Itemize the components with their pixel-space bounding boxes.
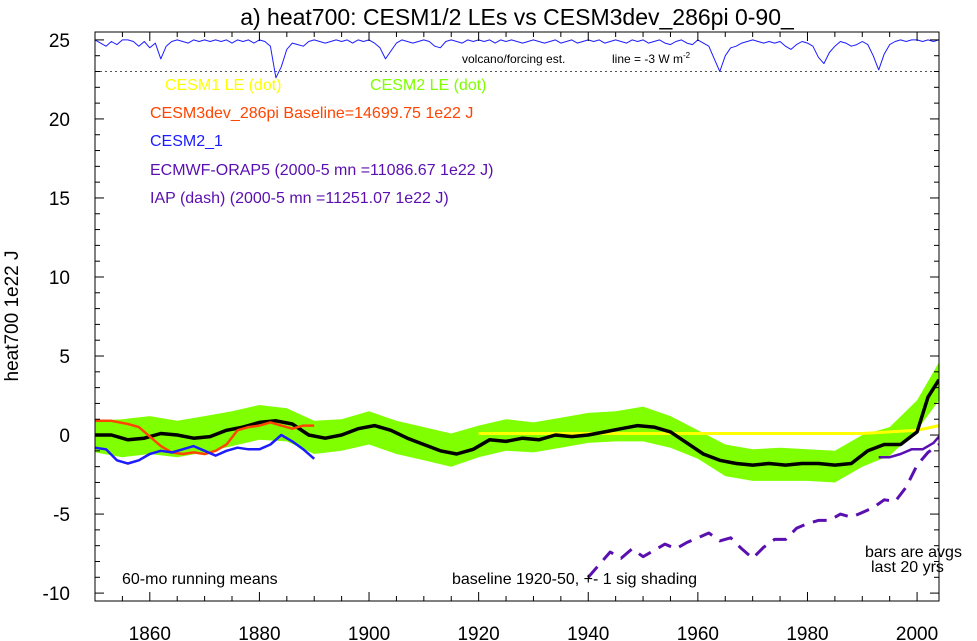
plot-area [95, 39, 939, 579]
legend-entry-cesm1-le: CESM1 LE (dot) [165, 77, 281, 94]
line-note-sup: -2 [683, 51, 691, 60]
annotation-baseline: baseline 1920-50, +- 1 sig shading [452, 571, 697, 588]
y-tick-label: -5 [53, 505, 70, 526]
y-tick-label: 15 [49, 189, 70, 210]
line-note: line = -3 W m-2 [612, 51, 691, 66]
y-tick-label: 20 [49, 110, 70, 131]
line-note-text: line = -3 W m [612, 52, 683, 66]
y-tick-label: 5 [59, 347, 70, 368]
legend-entry-iap: IAP (dash) (2000-5 mn =11251.07 1e22 J) [150, 190, 449, 207]
x-tick-label: 1980 [786, 624, 828, 641]
plot-frame [94, 31, 940, 602]
series-cesm2-le-dot [95, 362, 939, 483]
volcano-note: volcano/forcing est. [462, 52, 565, 66]
x-tick-label: 1920 [457, 624, 499, 641]
legend-entry-cesm2-le: CESM2 LE (dot) [370, 77, 486, 94]
y-tick-label: -10 [43, 584, 70, 605]
chart-title: a) heat700: CESM1/2 LEs vs CESM3dev_286p… [240, 4, 795, 30]
annotation-bars-line1: bars are avgs [865, 544, 962, 561]
legend-entry-cesm3dev: CESM3dev_286pi Baseline=14699.75 1e22 J [150, 105, 473, 122]
axis-layer: 1860 1880 1900 1920 1940 1960 1980 2000 -10 -5 0 5 1… [43, 31, 940, 641]
x-tick-label: 1880 [238, 624, 280, 641]
legend-entry-ecmwf-orap5: ECMWF-ORAP5 (2000-5 mn =11086.67 1e22 J) [150, 162, 493, 179]
y-tick-label: 10 [49, 268, 70, 289]
x-tick-label: 2000 [896, 624, 938, 641]
annotation-bars-line2: last 20 yrs [871, 559, 944, 576]
series-cesm2-1 [95, 433, 316, 465]
annotation-running-means: 60-mo running means [122, 571, 278, 588]
series-cesm2-le-mean [95, 378, 939, 467]
x-tick-label: 1900 [348, 624, 390, 641]
series-iap-dash [587, 443, 939, 579]
series-ecmwf-orap5 [878, 435, 939, 459]
x-tick-label: 1860 [129, 624, 171, 641]
legend-entry-cesm2-1: CESM2_1 [150, 133, 223, 150]
series-cesm1-le-dot [478, 424, 939, 435]
y-axis-label: heat700 1e22 J [2, 250, 23, 381]
y-tick-label: 0 [59, 426, 70, 447]
y-tick-label: 25 [49, 31, 70, 52]
x-tick-label: 1960 [677, 624, 719, 641]
x-tick-label: 1940 [567, 624, 609, 641]
series-volcano-forcing-est [95, 39, 939, 79]
legend: CESM1 LE (dot) CESM2 LE (dot) CESM3dev_2… [150, 77, 493, 207]
series-layer [95, 39, 939, 579]
